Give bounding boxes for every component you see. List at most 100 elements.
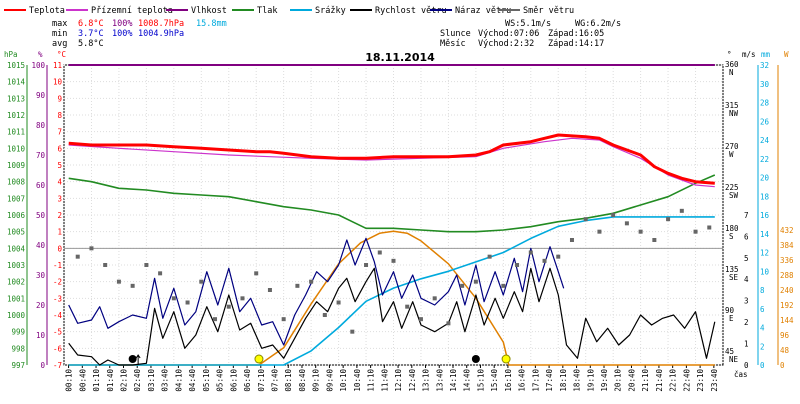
series-pressure [68,174,716,233]
pct-tick-label: 100 [31,61,45,70]
x-tick-label: 01:40 [106,369,115,392]
arrow-marker [135,354,141,365]
degc-tick-label: 1 [57,228,62,237]
x-tick-label: 04:10 [174,369,183,392]
mm-tick-label: 0 [760,361,765,370]
x-tick-label: 20:40 [627,369,636,392]
legend-label: Teplota [29,6,65,16]
pct-tick-label: 60 [36,181,46,190]
hpa-tick-label: 1012 [7,111,25,120]
x-tick-label: 11:40 [380,369,389,392]
wind-direction-point [528,250,533,255]
x-tick-label: 19:40 [600,369,609,392]
wind-direction-point [432,296,437,301]
degc-tick-label: 9 [57,94,62,103]
legend-label: Rychlost větru [375,6,447,16]
moon-marker [128,355,137,363]
x-tick-label: 08:40 [298,369,307,392]
x-tick-label: 12:40 [408,369,417,392]
x-tick-label: 20:10 [614,369,623,392]
x-tick-label: 21:10 [641,369,650,392]
info-moon-label: Měsíc [440,39,466,49]
wind-direction-point [144,263,149,267]
wind-direction-point [583,217,588,222]
wind-direction-point [666,217,671,222]
ms-tick-label: 2 [744,318,749,327]
unit-pct: % [38,50,43,59]
right-axes: 360N315NW270W225SW180S135SE90E45NE765432… [725,60,794,370]
x-tick-label: 14:40 [463,369,472,392]
unit-ms: m/s [742,50,756,59]
wind-direction-point [103,263,108,267]
mm-tick-label: 2 [760,342,765,351]
dir-name-label: N [729,68,734,77]
degc-tick-label: -2 [53,278,62,287]
unit-deg: ° [727,50,732,59]
hpa-tick-label: 1011 [7,128,25,137]
x-tick-label: 11:10 [367,369,376,392]
wind-direction-point [295,283,300,288]
x-tick-label: 07:40 [271,369,280,392]
wind-direction-point [199,279,204,284]
mm-tick-label: 22 [760,155,769,164]
x-tick-label: 15:40 [490,369,499,392]
mm-tick-label: 14 [760,230,770,239]
stats-block: max 6.8°C 100% 1008.7hPa 15.8mm min 3.7°… [52,19,227,49]
legend-label: Tlak [257,6,277,16]
pct-tick-label: 90 [36,91,46,100]
w-tick-label: 96 [780,331,790,340]
dir-tick-label: 45 [725,347,734,356]
series-temperature [68,133,715,185]
mm-tick-label: 8 [760,286,765,295]
wind-direction-point [309,279,314,284]
degc-tick-label: 7 [57,128,62,137]
chart-title: 18.11.2014 [365,51,435,64]
hpa-tick-label: 1009 [7,161,25,170]
unit-hpa: hPa [4,50,18,59]
degc-tick-label: 0 [57,244,62,253]
series-rain [68,216,715,366]
degc-tick-label: 4 [57,178,62,187]
x-tick-label: 06:40 [243,369,252,392]
stats-avg-label: avg [52,39,67,49]
dir-tick-label: 315 [725,101,739,110]
x-tick-label: 17:10 [531,369,540,392]
unit-degc: °C [57,50,66,59]
hpa-tick-label: 999 [11,328,25,337]
info-moonset: Západ:14:17 [548,39,604,49]
wind-direction-point [158,271,163,276]
degc-tick-label: -4 [53,311,63,320]
stats-max-label: max [52,19,67,29]
wind-direction-point [213,317,218,322]
legend-label: Vlhkost [191,6,227,16]
pct-tick-label: 40 [36,241,46,250]
wind-direction-point [446,321,451,326]
dir-name-label: NW [729,109,739,118]
x-tick-label: 03:40 [161,369,170,392]
x-tick-label: 19:10 [586,369,595,392]
degc-tick-label: -7 [53,361,62,370]
series [68,64,716,366]
dir-name-label: SE [729,273,739,282]
x-tick-label: 02:10 [119,369,128,392]
moon-marker [471,355,480,363]
legend-label: Přízemní teplota [91,6,173,16]
mm-tick-label: 16 [760,211,770,220]
x-tick-label: 18:10 [559,369,568,392]
ms-tick-label: 5 [744,254,749,263]
pct-tick-label: 50 [36,211,46,220]
x-tick-label: 14:10 [449,369,458,392]
hpa-tick-label: 1003 [7,261,25,270]
degc-tick-label: -5 [53,328,62,337]
degc-tick-label: 5 [57,161,62,170]
wind-direction-point [487,254,492,259]
x-tick-label: 01:10 [92,369,101,392]
dir-tick-label: 270 [725,142,739,151]
wind-direction-point [350,329,355,334]
mm-tick-label: 6 [760,305,765,314]
x-tick-label: 22:10 [669,369,678,392]
info-sunset: Západ:16:05 [548,29,604,39]
wind-direction-point [226,304,231,309]
wind-direction-point [185,300,190,305]
